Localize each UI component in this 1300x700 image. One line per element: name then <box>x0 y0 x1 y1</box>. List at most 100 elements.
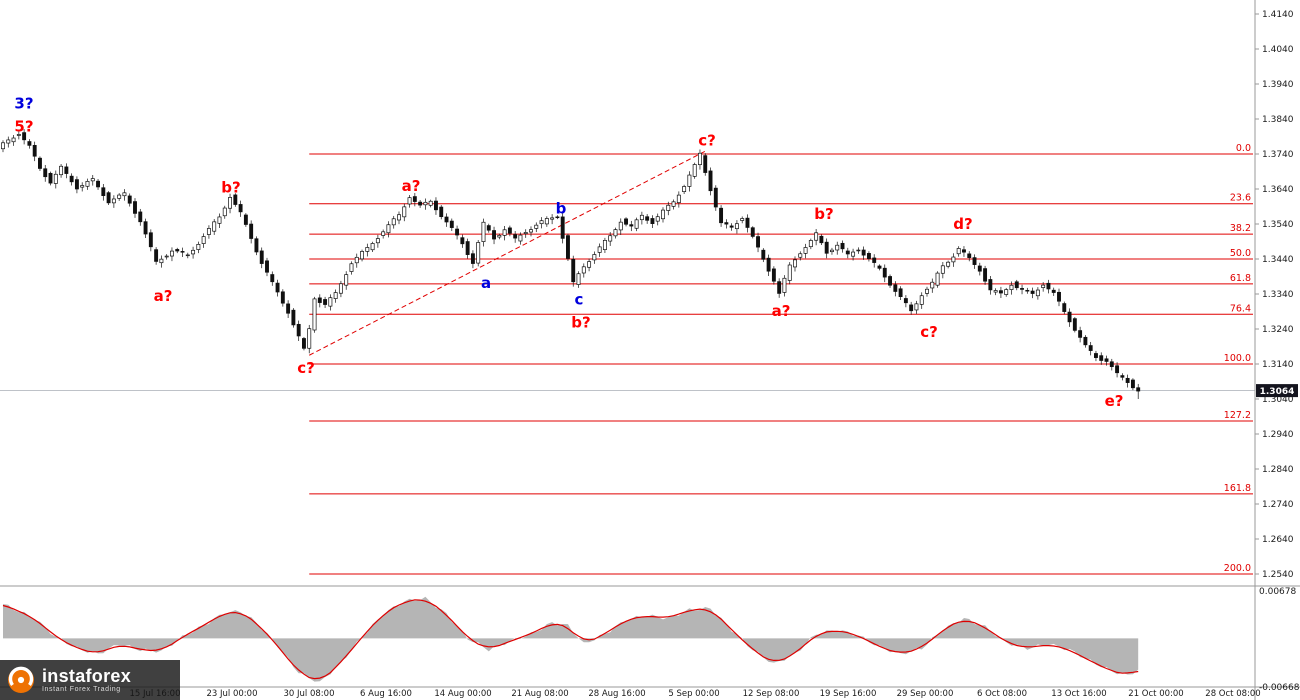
price-tick-label: 1.3740 <box>1262 150 1294 160</box>
candle-body <box>349 263 354 272</box>
instaforex-logo: instaforex Instant Forex Trading <box>0 660 180 700</box>
candle-body <box>946 261 951 267</box>
oscillator-signal-line <box>2 599 1139 680</box>
candle-body <box>59 165 64 176</box>
candle-body <box>259 250 264 264</box>
candle-body <box>254 238 259 253</box>
candle-body <box>80 185 85 188</box>
candle-body <box>766 257 771 272</box>
candle-body <box>518 234 523 242</box>
candle-body <box>624 218 628 225</box>
candle-body <box>365 247 370 252</box>
candle-body <box>998 290 1003 294</box>
candle-body <box>703 155 708 173</box>
price-tick-label: 1.3940 <box>1262 80 1294 90</box>
candle-body <box>1088 345 1093 351</box>
candle-body <box>170 250 174 257</box>
candle-body <box>1009 284 1014 290</box>
candle-body <box>32 144 37 157</box>
candle-body <box>1035 289 1040 297</box>
candle-body <box>523 232 528 234</box>
price-tick-label: 1.2540 <box>1262 570 1294 580</box>
candle-body <box>1030 290 1035 294</box>
price-tick-label: 1.3240 <box>1262 325 1294 335</box>
candle-body <box>550 217 555 220</box>
time-axis-label: 19 Sep 16:00 <box>820 689 877 699</box>
candle-body <box>127 195 132 204</box>
candle-body <box>338 283 343 294</box>
candle-body <box>53 173 58 184</box>
candle-body <box>576 273 581 285</box>
price-tick-label: 1.3440 <box>1262 255 1294 265</box>
candle-body <box>750 227 755 237</box>
candle-body <box>993 290 998 293</box>
candle-body <box>977 265 982 272</box>
candle-body <box>185 254 190 257</box>
candle-body <box>391 218 396 226</box>
candle-body <box>302 338 306 349</box>
candle-body <box>1115 365 1120 374</box>
candle-body <box>698 152 702 166</box>
time-axis-label: 28 Oct 08:00 <box>1205 689 1260 699</box>
candle-body <box>571 259 576 283</box>
candle-body <box>613 229 618 237</box>
candle-body <box>962 249 966 253</box>
time-axis-label: 13 Oct 16:00 <box>1051 689 1106 699</box>
wave-label: e? <box>1105 392 1124 410</box>
candle-body <box>740 218 745 221</box>
candle-body <box>449 220 454 228</box>
candle-body <box>11 137 16 143</box>
candle-body <box>228 197 232 209</box>
candle-body <box>238 204 243 213</box>
candle-body <box>74 179 79 190</box>
candle-body <box>175 249 180 252</box>
candle-body <box>560 216 565 239</box>
candle-body <box>1125 377 1130 383</box>
candle-body <box>133 201 137 214</box>
candle-body <box>919 295 924 305</box>
candle-body <box>734 223 739 230</box>
candle-body <box>888 276 892 286</box>
candle-body <box>249 223 254 239</box>
candle-body <box>787 264 792 281</box>
candle-body <box>434 200 438 211</box>
time-axis-label: 23 Jul 00:00 <box>207 689 258 699</box>
candle-body <box>956 248 961 255</box>
current-price-badge <box>1256 384 1298 398</box>
candle-body <box>893 284 898 292</box>
candle-body <box>148 232 153 248</box>
fib-level-label: 50.0 <box>1230 248 1251 259</box>
wave-label: a? <box>154 287 173 305</box>
fib-level-label: 100.0 <box>1224 353 1251 364</box>
instaforex-logo-icon <box>7 666 35 694</box>
candle-body <box>386 224 391 234</box>
price-tick-label: 1.2940 <box>1262 430 1294 440</box>
price-tick-label: 1.3840 <box>1262 115 1294 125</box>
candle-body <box>122 192 127 197</box>
candle-body <box>597 246 602 253</box>
candle-body <box>687 174 692 187</box>
candle-body <box>1078 330 1083 338</box>
candle-body <box>724 222 729 225</box>
candle-body <box>1 142 5 150</box>
candle-body <box>344 274 349 286</box>
time-axis-label: 12 Sep 08:00 <box>743 689 800 699</box>
candle-body <box>38 157 42 169</box>
candle-body <box>566 235 570 259</box>
candle-body <box>280 291 285 304</box>
candle-body <box>206 228 211 235</box>
time-axis-label: 5 Sep 00:00 <box>668 689 719 699</box>
candle-body <box>967 253 972 258</box>
candle-body <box>555 216 560 219</box>
candle-body <box>64 166 69 174</box>
candle-body <box>708 170 713 192</box>
candle-body <box>222 207 227 217</box>
wave-label: c? <box>297 359 315 377</box>
candle-body <box>96 180 100 188</box>
candle-body <box>771 268 776 282</box>
candle-body <box>1094 353 1098 358</box>
price-tick-label: 1.2640 <box>1262 535 1294 545</box>
candle-body <box>903 298 908 304</box>
candle-body <box>460 237 465 245</box>
